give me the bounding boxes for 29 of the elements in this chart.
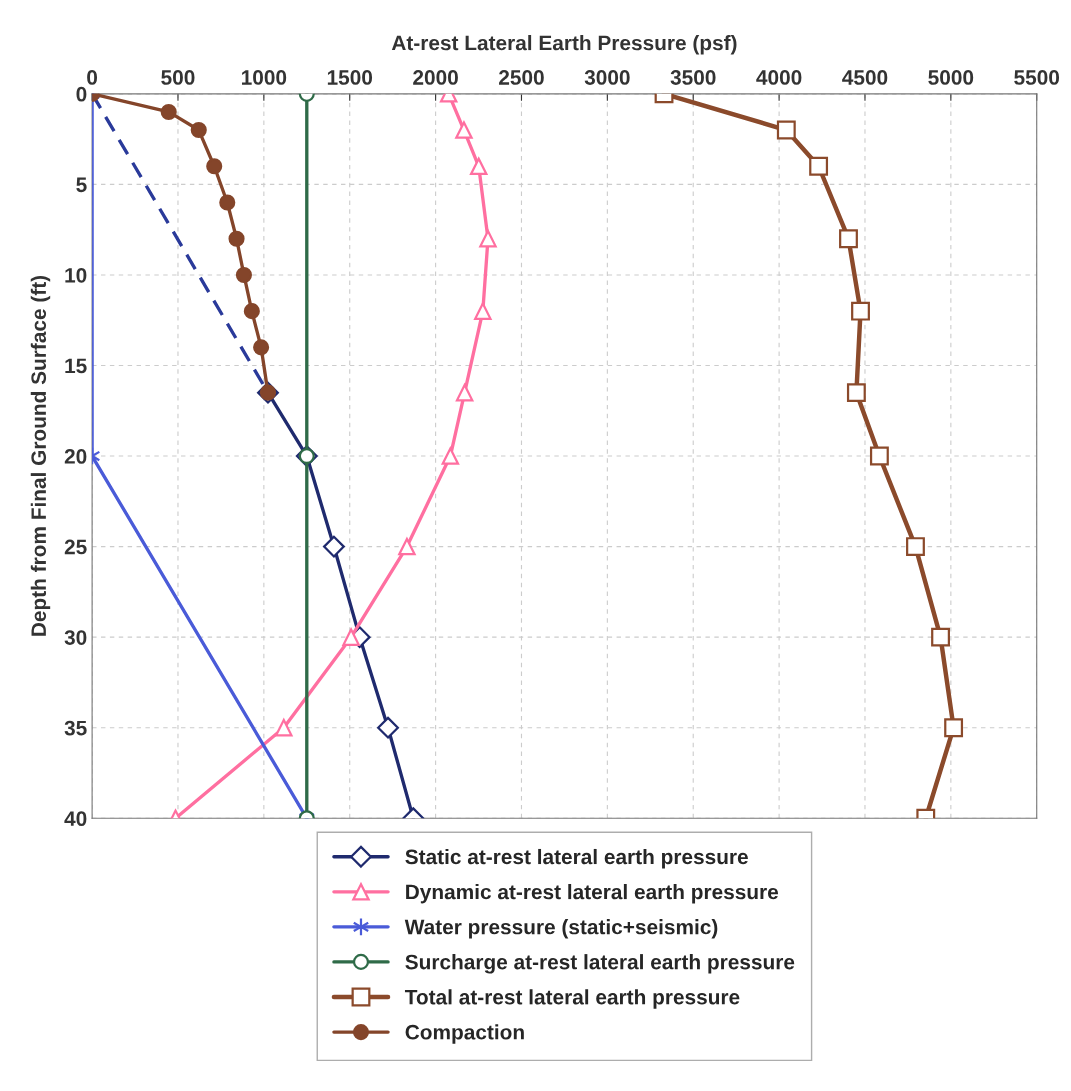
- x-tick-label: 1500: [327, 70, 373, 85]
- y-tick-label: 40: [64, 811, 87, 826]
- x-tick-label: 1000: [242, 70, 287, 85]
- y-axis-title: Depth from Final Ground Surface (ft): [30, 275, 51, 636]
- x-tick-label: 4500: [842, 70, 888, 85]
- legend-label: Compaction: [405, 1024, 524, 1044]
- x-tick-label: 500: [161, 70, 195, 85]
- legend-label: Total at-rest lateral earth pressure: [404, 989, 740, 1009]
- x-axis-title: At-rest Lateral Earth Pressure (psf): [391, 35, 737, 55]
- x-tick-label: 3500: [670, 70, 716, 85]
- x-tick-label: 3000: [584, 70, 630, 85]
- x-tick-label: 0: [87, 70, 98, 85]
- x-tick-label: 2500: [499, 70, 544, 85]
- x-tick-label: 4000: [756, 70, 802, 85]
- legend-label: Water pressure (static+seismic): [404, 919, 718, 939]
- x-tick-label: 5500: [1014, 70, 1060, 85]
- y-tick-label: 20: [64, 449, 87, 464]
- y-tick-label: 5: [76, 177, 87, 193]
- x-tick-label: 2000: [413, 70, 458, 85]
- y-tick-label: 35: [64, 720, 87, 736]
- y-tick-label: 10: [65, 267, 87, 283]
- legend-label: Static at-rest lateral earth pressure: [405, 848, 748, 869]
- y-tick-label: 15: [65, 358, 87, 374]
- y-tick-label: 25: [64, 539, 87, 555]
- y-tick-label: 30: [64, 630, 87, 645]
- legend-label: Dynamic at-rest lateral earth pressure: [406, 884, 779, 904]
- x-tick-label: 5000: [928, 70, 974, 85]
- legend-label: Surcharge at-rest lateral earth pressure: [405, 954, 795, 974]
- y-tick-label: 0: [76, 86, 87, 102]
